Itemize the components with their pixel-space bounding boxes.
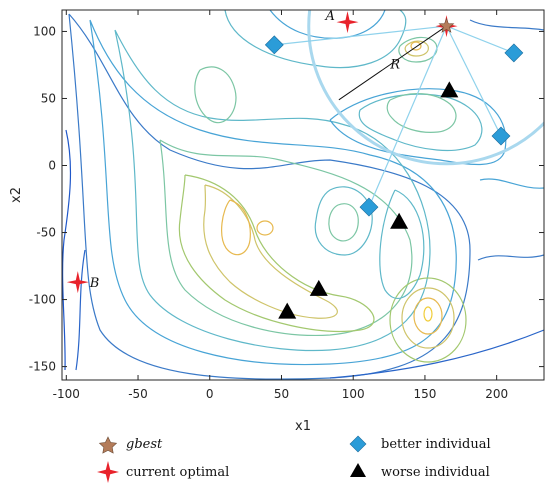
current-optimal-star-icon <box>97 461 119 483</box>
worse-triangle-icon <box>350 463 366 477</box>
y-tick-label: 100 <box>33 24 56 38</box>
x-tick-label: 200 <box>485 387 508 401</box>
search-radius-circle <box>307 10 544 166</box>
y-tick-label: -50 <box>36 226 56 240</box>
link-line <box>446 25 515 54</box>
x-tick-label: 100 <box>342 387 365 401</box>
y-tick-label: -150 <box>29 360 56 374</box>
annotation-r: R <box>389 57 400 72</box>
link-line <box>368 25 448 208</box>
legend-item-worse: worse individual <box>350 463 490 480</box>
x-axis-label: x1 <box>295 419 311 434</box>
radius-line <box>338 25 447 101</box>
y-tick-label: 0 <box>48 159 56 173</box>
x-tick-label: 0 <box>206 387 214 401</box>
worse-individual-marker <box>390 212 409 229</box>
legend-item-current-optimal: current optimal <box>97 461 229 483</box>
x-axis-ticks: -100 -50 0 50 100 150 200 <box>53 10 508 401</box>
x-tick-label: -50 <box>128 387 148 401</box>
legend-label-better: better individual <box>381 437 491 452</box>
better-individual-marker <box>359 197 379 217</box>
x-tick-label: 150 <box>413 387 436 401</box>
y-axis-label: x2 <box>9 187 24 203</box>
current-optimal-marker <box>66 271 89 294</box>
legend-label-gbest: gbest <box>126 437 163 452</box>
markers <box>66 11 524 319</box>
annotation-a: A <box>324 9 334 24</box>
worse-individual-marker <box>309 279 328 296</box>
legend-label-current-optimal: current optimal <box>126 465 229 480</box>
current-optimal-marker <box>336 11 359 34</box>
worse-individual-marker <box>440 81 459 98</box>
better-individual-marker <box>504 43 524 63</box>
plot-frame <box>61 9 545 381</box>
link-line <box>445 25 502 137</box>
worse-individual-marker <box>278 302 297 319</box>
legend-label-worse: worse individual <box>381 465 490 480</box>
annotations: A B R <box>89 9 400 291</box>
link-line <box>274 25 447 46</box>
y-tick-label: 50 <box>41 91 56 105</box>
x-tick-label: 50 <box>274 387 289 401</box>
legend-item-better: better individual <box>349 435 491 453</box>
x-tick-label: -100 <box>53 387 80 401</box>
y-tick-label: -100 <box>29 293 56 307</box>
better-diamond-icon <box>349 435 367 453</box>
legend-item-gbest: gbest <box>98 436 163 454</box>
better-individual-marker <box>491 126 511 146</box>
annotation-b: B <box>89 276 100 291</box>
legend: gbest current optimal better individual … <box>97 435 491 483</box>
contour-lines <box>62 10 544 380</box>
gbest-star-icon <box>98 436 118 454</box>
y-axis-ticks: 100 50 0 -50 -100 -150 <box>29 24 544 374</box>
better-individual-marker <box>264 35 284 55</box>
link-lines <box>274 25 515 208</box>
gbest-marker <box>438 17 455 33</box>
